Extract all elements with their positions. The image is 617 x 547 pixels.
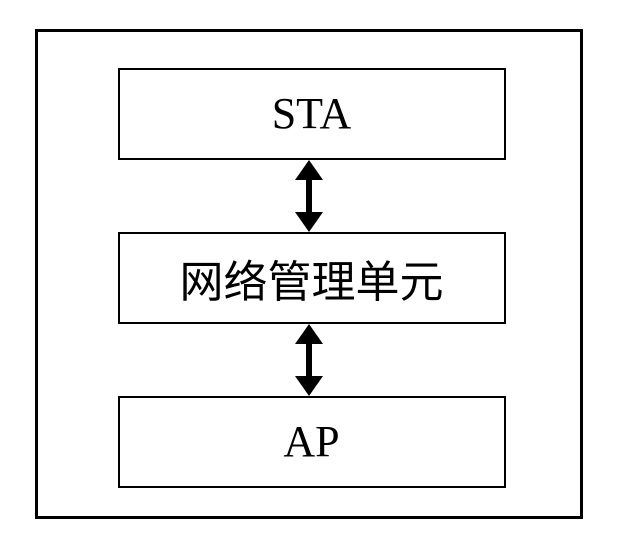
node-label-netmgr: 网络管理单元 [180, 246, 444, 310]
node-label-sta: STA [272, 88, 352, 139]
arrow-shaft [306, 180, 312, 212]
node-netmgr: 网络管理单元 [118, 232, 506, 324]
edge-sta-netmgr [295, 160, 323, 232]
arrowhead-down-icon [295, 212, 323, 232]
arrow-shaft [306, 344, 312, 376]
node-label-ap: AP [283, 416, 339, 467]
node-ap: AP [118, 396, 506, 488]
arrowhead-up-icon [295, 324, 323, 344]
diagram-frame: STA 网络管理单元 AP [35, 29, 583, 519]
arrowhead-up-icon [295, 160, 323, 180]
node-sta: STA [118, 68, 506, 160]
arrowhead-down-icon [295, 376, 323, 396]
edge-netmgr-ap [295, 324, 323, 396]
